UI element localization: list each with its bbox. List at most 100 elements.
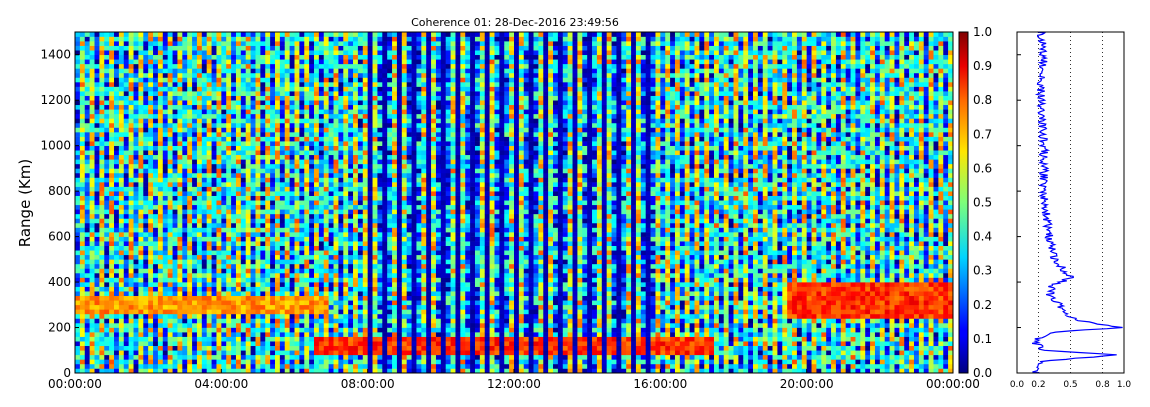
heatmap-cell bbox=[211, 309, 217, 315]
heatmap-cell bbox=[75, 368, 81, 374]
heatmap-cell bbox=[79, 59, 86, 65]
heatmap-cell bbox=[240, 68, 247, 74]
heatmap-cell bbox=[323, 268, 329, 274]
heatmap-cell bbox=[338, 63, 344, 69]
heatmap-cell bbox=[328, 313, 334, 319]
heatmap-cell bbox=[211, 250, 217, 256]
heatmap-cell bbox=[226, 350, 232, 356]
heatmap-cell bbox=[284, 150, 290, 156]
heatmap-cell bbox=[328, 368, 334, 374]
heatmap-cell bbox=[367, 122, 373, 128]
heatmap-cell bbox=[114, 68, 120, 74]
heatmap-cell bbox=[299, 327, 305, 333]
heatmap-cell bbox=[114, 236, 120, 242]
heatmap-cell bbox=[94, 368, 100, 374]
heatmap-cell bbox=[304, 268, 310, 274]
heatmap-cell bbox=[240, 159, 247, 165]
heatmap-cell bbox=[187, 272, 193, 278]
heatmap-cell bbox=[192, 341, 198, 347]
heatmap-cell bbox=[314, 104, 320, 110]
heatmap-cell bbox=[118, 141, 125, 146]
heatmap-cell bbox=[206, 227, 212, 233]
heatmap-cell bbox=[162, 68, 168, 74]
heatmap-cell bbox=[333, 245, 339, 251]
heatmap-cell bbox=[318, 141, 325, 146]
heatmap-cell bbox=[377, 63, 383, 69]
heatmap-cell bbox=[148, 232, 154, 237]
heatmap-cell bbox=[284, 95, 290, 101]
heatmap-cell bbox=[187, 250, 193, 256]
heatmap-cell bbox=[128, 63, 134, 69]
heatmap-cell bbox=[333, 118, 339, 124]
heatmap-cell bbox=[138, 159, 144, 165]
heatmap-cell bbox=[343, 191, 349, 196]
heatmap-cell bbox=[172, 59, 178, 65]
heatmap-cell bbox=[387, 109, 393, 115]
heatmap-cell bbox=[231, 282, 237, 287]
heatmap-cell bbox=[211, 336, 217, 342]
heatmap-cell bbox=[289, 341, 295, 347]
heatmap-cell bbox=[79, 141, 86, 146]
heatmap-cell bbox=[221, 68, 227, 74]
heatmap-cell bbox=[206, 245, 212, 251]
heatmap-cell bbox=[372, 300, 378, 306]
heatmap-cell bbox=[123, 186, 129, 192]
heatmap-cell bbox=[323, 45, 329, 51]
heatmap-cell bbox=[211, 72, 217, 78]
heatmap-cell bbox=[84, 336, 90, 342]
heatmap-cell bbox=[338, 141, 344, 146]
heatmap-cell bbox=[133, 291, 139, 297]
heatmap-cell bbox=[133, 250, 139, 256]
heatmap-cell bbox=[318, 218, 325, 224]
heatmap-cell bbox=[187, 368, 193, 374]
heatmap-cell bbox=[138, 122, 144, 128]
heatmap-cell bbox=[348, 318, 354, 324]
heatmap-cell bbox=[157, 204, 164, 210]
heatmap-cell bbox=[260, 254, 266, 260]
heatmap-cell bbox=[279, 204, 286, 210]
heatmap-cell bbox=[128, 36, 134, 42]
heatmap-cell bbox=[123, 336, 129, 342]
heatmap-cell bbox=[279, 195, 286, 201]
heatmap-cell bbox=[128, 77, 134, 83]
heatmap-cell bbox=[387, 254, 393, 260]
heatmap-cell bbox=[387, 86, 393, 92]
heatmap-cell bbox=[318, 213, 325, 219]
heatmap-cell bbox=[245, 236, 251, 242]
heatmap-cell bbox=[382, 254, 388, 260]
heatmap-cell bbox=[206, 113, 212, 119]
heatmap-cell bbox=[348, 250, 354, 256]
heatmap-cell bbox=[172, 100, 178, 106]
heatmap-cell bbox=[231, 32, 237, 37]
heatmap-cell bbox=[353, 345, 359, 351]
heatmap-cell bbox=[172, 313, 178, 319]
heatmap-cell bbox=[167, 136, 173, 142]
heatmap-cell bbox=[284, 259, 290, 265]
heatmap-cell bbox=[338, 322, 344, 328]
heatmap-cell bbox=[294, 145, 300, 151]
heatmap-cell bbox=[177, 309, 183, 315]
heatmap-cell bbox=[226, 186, 232, 192]
heatmap-cell bbox=[255, 136, 261, 142]
heatmap-cell bbox=[153, 204, 159, 210]
heatmap-cell bbox=[255, 77, 261, 83]
heatmap-cell bbox=[255, 159, 261, 165]
heatmap-cell bbox=[128, 182, 134, 187]
heatmap-cell bbox=[265, 368, 271, 374]
heatmap-cell bbox=[114, 182, 120, 187]
heatmap-cell bbox=[279, 41, 286, 46]
heatmap-cell bbox=[226, 363, 232, 369]
heatmap-cell bbox=[109, 63, 115, 69]
heatmap-cell bbox=[338, 45, 344, 51]
heatmap-cell bbox=[167, 32, 173, 37]
heatmap-cell bbox=[75, 182, 81, 187]
heatmap-cell bbox=[367, 327, 373, 333]
heatmap-cell bbox=[367, 86, 373, 92]
heatmap-cell bbox=[353, 172, 359, 178]
heatmap-cell bbox=[114, 168, 120, 174]
heatmap-cell bbox=[294, 63, 300, 69]
heatmap-cell bbox=[114, 350, 120, 356]
heatmap-cell bbox=[118, 209, 125, 215]
heatmap-cell bbox=[265, 100, 271, 106]
heatmap-cell bbox=[133, 113, 139, 119]
